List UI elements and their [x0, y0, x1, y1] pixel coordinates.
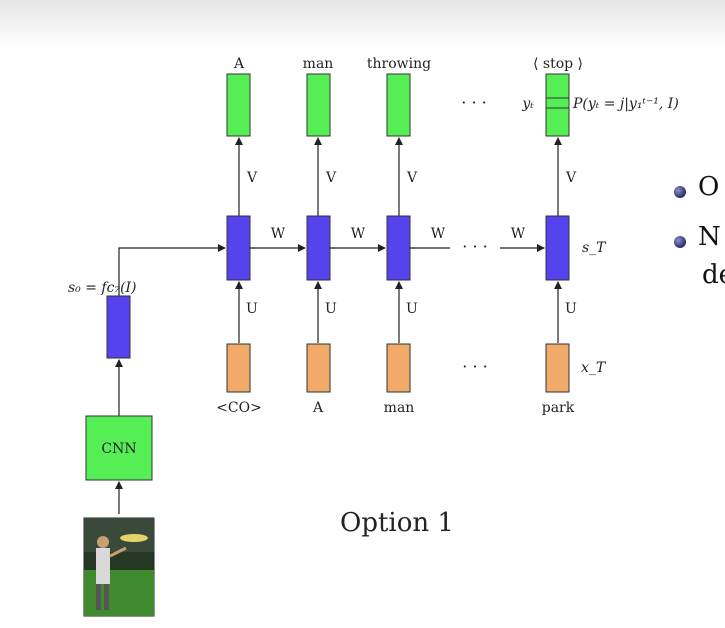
w-label-2: W — [351, 226, 366, 242]
bullet-item-2: N — [668, 222, 725, 262]
yt-label: yₜ — [521, 96, 534, 112]
input-box-2 — [306, 343, 331, 393]
input-word-1: <CO> — [216, 400, 262, 416]
input-box-final — [545, 343, 570, 393]
bullet-item-1: O — [668, 172, 725, 212]
output-box-1 — [226, 73, 251, 137]
s0-box — [106, 295, 131, 359]
bullet-dot-icon — [674, 236, 686, 248]
bullet-text-1: O — [698, 172, 720, 202]
middle-ellipsis: · · · — [462, 237, 487, 256]
hidden-state-box-1 — [226, 215, 251, 281]
v-label-1: V — [246, 170, 258, 186]
top-ellipsis: · · · — [461, 93, 486, 112]
w-label-final: W — [511, 226, 526, 242]
output-word-2: man — [303, 56, 334, 72]
slide-top-shadow — [0, 0, 725, 48]
bottom-ellipsis: · · · — [462, 357, 487, 376]
w-label-1: W — [271, 226, 286, 242]
stop-label: ⟨ stop ⟩ — [533, 56, 583, 72]
input-word-2: A — [312, 400, 324, 416]
output-word-1: A — [233, 56, 245, 72]
input-word-3: man — [384, 400, 415, 416]
output-box-3 — [386, 73, 411, 137]
u-label-2: U — [325, 301, 337, 317]
s0-label: s₀ = fc₇(I) — [68, 280, 137, 296]
hidden-state-box-2 — [306, 215, 331, 281]
u-label-1: U — [246, 301, 258, 317]
hidden-state-box-final — [545, 215, 570, 281]
s0-to-hidden-arrow — [118, 244, 226, 296]
cnn-label: CNN — [101, 441, 136, 457]
u-label-final: U — [565, 301, 577, 317]
cnn-box — [85, 415, 153, 481]
w-label-3: W — [431, 226, 446, 242]
bullet-continuation: de — [702, 260, 725, 290]
output-word-3: throwing — [367, 56, 431, 72]
xT-label: x_T — [581, 360, 607, 376]
v-label-3: V — [406, 170, 418, 186]
bullet-text-2: N — [698, 222, 721, 252]
sT-label: s_T — [582, 240, 607, 256]
hidden-state-box-3 — [386, 215, 411, 281]
output-box-2 — [306, 73, 331, 137]
input-word-final: park — [542, 400, 575, 416]
input-photo — [83, 517, 155, 617]
v-label-2: V — [325, 170, 337, 186]
option-caption: Option 1 — [340, 508, 454, 538]
input-box-3 — [386, 343, 411, 393]
probability-label: P(yₜ = j|y₁ᵗ⁻¹, I) — [572, 96, 679, 112]
u-label-3: U — [406, 301, 418, 317]
bullet-dot-icon — [674, 186, 686, 198]
output-box-final — [545, 73, 570, 137]
input-box-1 — [226, 343, 251, 393]
v-label-final: V — [565, 170, 577, 186]
